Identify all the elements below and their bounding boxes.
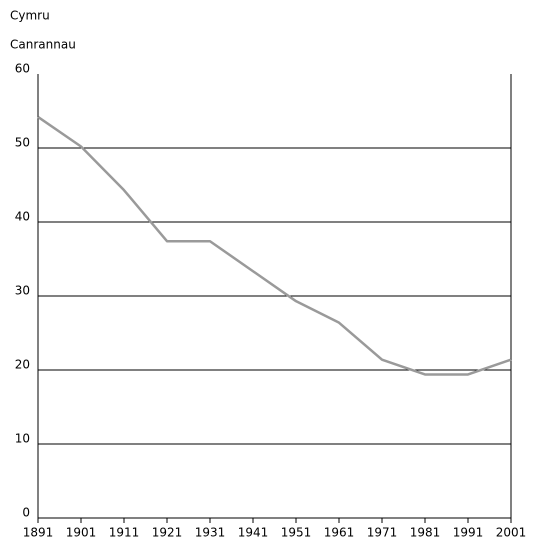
chart-title: Cymru — [10, 9, 50, 23]
x-tick-label: 1941 — [238, 526, 269, 540]
y-tick-label: 30 — [15, 284, 30, 298]
data-line — [37, 115, 512, 376]
x-tick-label: 1901 — [66, 526, 97, 540]
x-tick-label: 1991 — [453, 526, 484, 540]
y-tick-label: 60 — [15, 62, 30, 76]
y-tick-label: 40 — [15, 210, 30, 224]
x-tick-label: 1971 — [367, 526, 398, 540]
y-tick-label: 10 — [15, 432, 30, 446]
x-tick-label: 1921 — [152, 526, 183, 540]
y-tick-label: 50 — [15, 136, 30, 150]
x-tick-label: 1931 — [195, 526, 226, 540]
x-tick-label: 1911 — [109, 526, 140, 540]
y-tick-label: 0 — [22, 506, 30, 520]
x-tick-label: 1961 — [324, 526, 355, 540]
x-tick-label: 1981 — [410, 526, 441, 540]
x-tick-label: 2001 — [496, 526, 527, 540]
x-tick-label: 1891 — [23, 526, 54, 540]
x-tick-label: 1951 — [281, 526, 312, 540]
y-tick-label: 20 — [15, 358, 30, 372]
y-axis-label: Canrannau — [10, 38, 76, 52]
